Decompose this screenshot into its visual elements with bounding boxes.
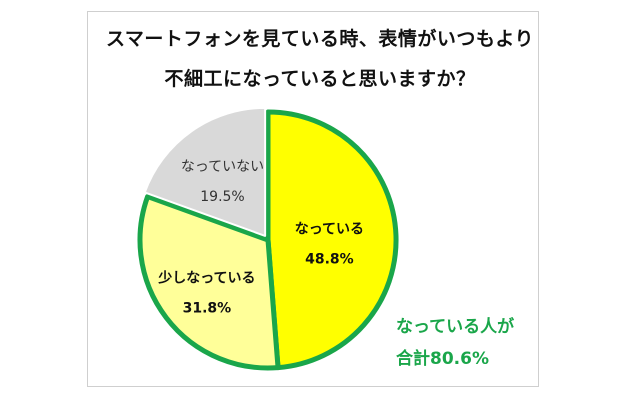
slice-natteinai <box>143 106 267 237</box>
slice-value-label-2: 19.5% <box>200 189 244 205</box>
slice-sukoshi-natteiru <box>137 193 281 371</box>
slice-label-0: なっている <box>295 222 364 238</box>
slice-label-2: なっていない <box>181 159 264 175</box>
slice-value-label-0: 48.8% <box>305 252 354 268</box>
total-callout-line-2: 合計80.6% <box>396 349 489 369</box>
slice-label-1: 少しなっている <box>157 270 255 287</box>
chart-title-line-1: スマートフォンを見ている時、表情がいつもより <box>105 28 535 50</box>
chart-title-line-2: 不細工になっていると思いますか？ <box>164 68 476 90</box>
total-callout-line-1: なっている人が <box>396 317 515 337</box>
slice-natteiru <box>265 109 399 371</box>
slice-value-label-1: 31.8% <box>183 301 232 317</box>
